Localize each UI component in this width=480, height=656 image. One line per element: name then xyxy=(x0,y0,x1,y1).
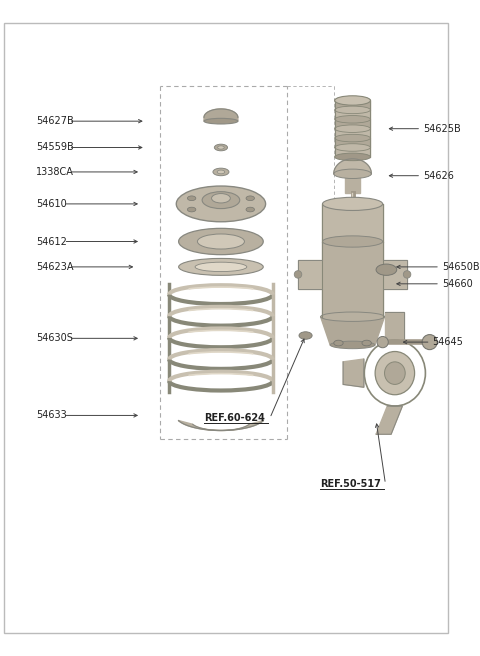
Text: REF.50-517: REF.50-517 xyxy=(320,479,381,489)
Ellipse shape xyxy=(187,207,196,212)
Polygon shape xyxy=(376,406,402,434)
Text: 54610: 54610 xyxy=(36,199,66,209)
Ellipse shape xyxy=(217,170,225,174)
Ellipse shape xyxy=(377,337,388,348)
Text: 1338CA: 1338CA xyxy=(36,167,73,177)
Ellipse shape xyxy=(334,340,343,346)
Ellipse shape xyxy=(330,341,375,349)
Ellipse shape xyxy=(197,234,244,249)
Polygon shape xyxy=(385,312,404,340)
Ellipse shape xyxy=(176,186,265,222)
Text: 54660: 54660 xyxy=(442,279,473,289)
Polygon shape xyxy=(334,159,372,174)
Polygon shape xyxy=(335,119,371,129)
Ellipse shape xyxy=(335,125,371,133)
Ellipse shape xyxy=(335,134,371,142)
Ellipse shape xyxy=(179,258,263,276)
Text: 54630S: 54630S xyxy=(36,333,72,343)
Text: 54559B: 54559B xyxy=(36,142,73,152)
Ellipse shape xyxy=(299,332,312,339)
Text: 54612: 54612 xyxy=(36,237,67,247)
Ellipse shape xyxy=(403,271,411,278)
Ellipse shape xyxy=(375,352,415,395)
Ellipse shape xyxy=(213,168,229,176)
Text: REF.60-624: REF.60-624 xyxy=(204,413,265,423)
Ellipse shape xyxy=(215,144,228,151)
Ellipse shape xyxy=(294,271,302,278)
Ellipse shape xyxy=(334,169,372,178)
Text: 54625B: 54625B xyxy=(423,124,461,134)
Ellipse shape xyxy=(202,192,240,209)
Text: 54650B: 54650B xyxy=(442,262,480,272)
Polygon shape xyxy=(321,317,384,345)
Text: 54623A: 54623A xyxy=(36,262,73,272)
Polygon shape xyxy=(335,100,371,110)
Polygon shape xyxy=(323,241,383,317)
Ellipse shape xyxy=(195,262,247,272)
Polygon shape xyxy=(335,138,371,148)
Polygon shape xyxy=(179,420,264,430)
Ellipse shape xyxy=(422,335,437,350)
Ellipse shape xyxy=(246,196,254,201)
Ellipse shape xyxy=(204,118,238,124)
Ellipse shape xyxy=(212,194,230,203)
Text: 54627B: 54627B xyxy=(36,116,73,126)
Ellipse shape xyxy=(323,197,383,211)
Ellipse shape xyxy=(362,340,372,346)
Ellipse shape xyxy=(335,106,371,113)
Text: 54633: 54633 xyxy=(36,411,66,420)
Text: 54645: 54645 xyxy=(432,337,463,347)
Ellipse shape xyxy=(321,312,384,321)
Ellipse shape xyxy=(384,362,405,384)
Text: 54626: 54626 xyxy=(423,171,454,180)
Ellipse shape xyxy=(187,196,196,201)
Polygon shape xyxy=(204,109,238,121)
Polygon shape xyxy=(335,110,371,119)
Polygon shape xyxy=(345,174,360,193)
Ellipse shape xyxy=(179,228,263,255)
Ellipse shape xyxy=(246,207,254,212)
Polygon shape xyxy=(343,359,364,387)
Polygon shape xyxy=(323,204,383,241)
Ellipse shape xyxy=(335,153,371,161)
Ellipse shape xyxy=(335,96,371,104)
Polygon shape xyxy=(298,260,323,289)
Ellipse shape xyxy=(323,236,383,247)
Polygon shape xyxy=(335,148,371,157)
Ellipse shape xyxy=(376,264,397,276)
Ellipse shape xyxy=(335,144,371,152)
Ellipse shape xyxy=(335,96,371,105)
Polygon shape xyxy=(383,260,407,289)
Ellipse shape xyxy=(335,115,371,123)
Polygon shape xyxy=(335,129,371,138)
Ellipse shape xyxy=(217,146,224,149)
